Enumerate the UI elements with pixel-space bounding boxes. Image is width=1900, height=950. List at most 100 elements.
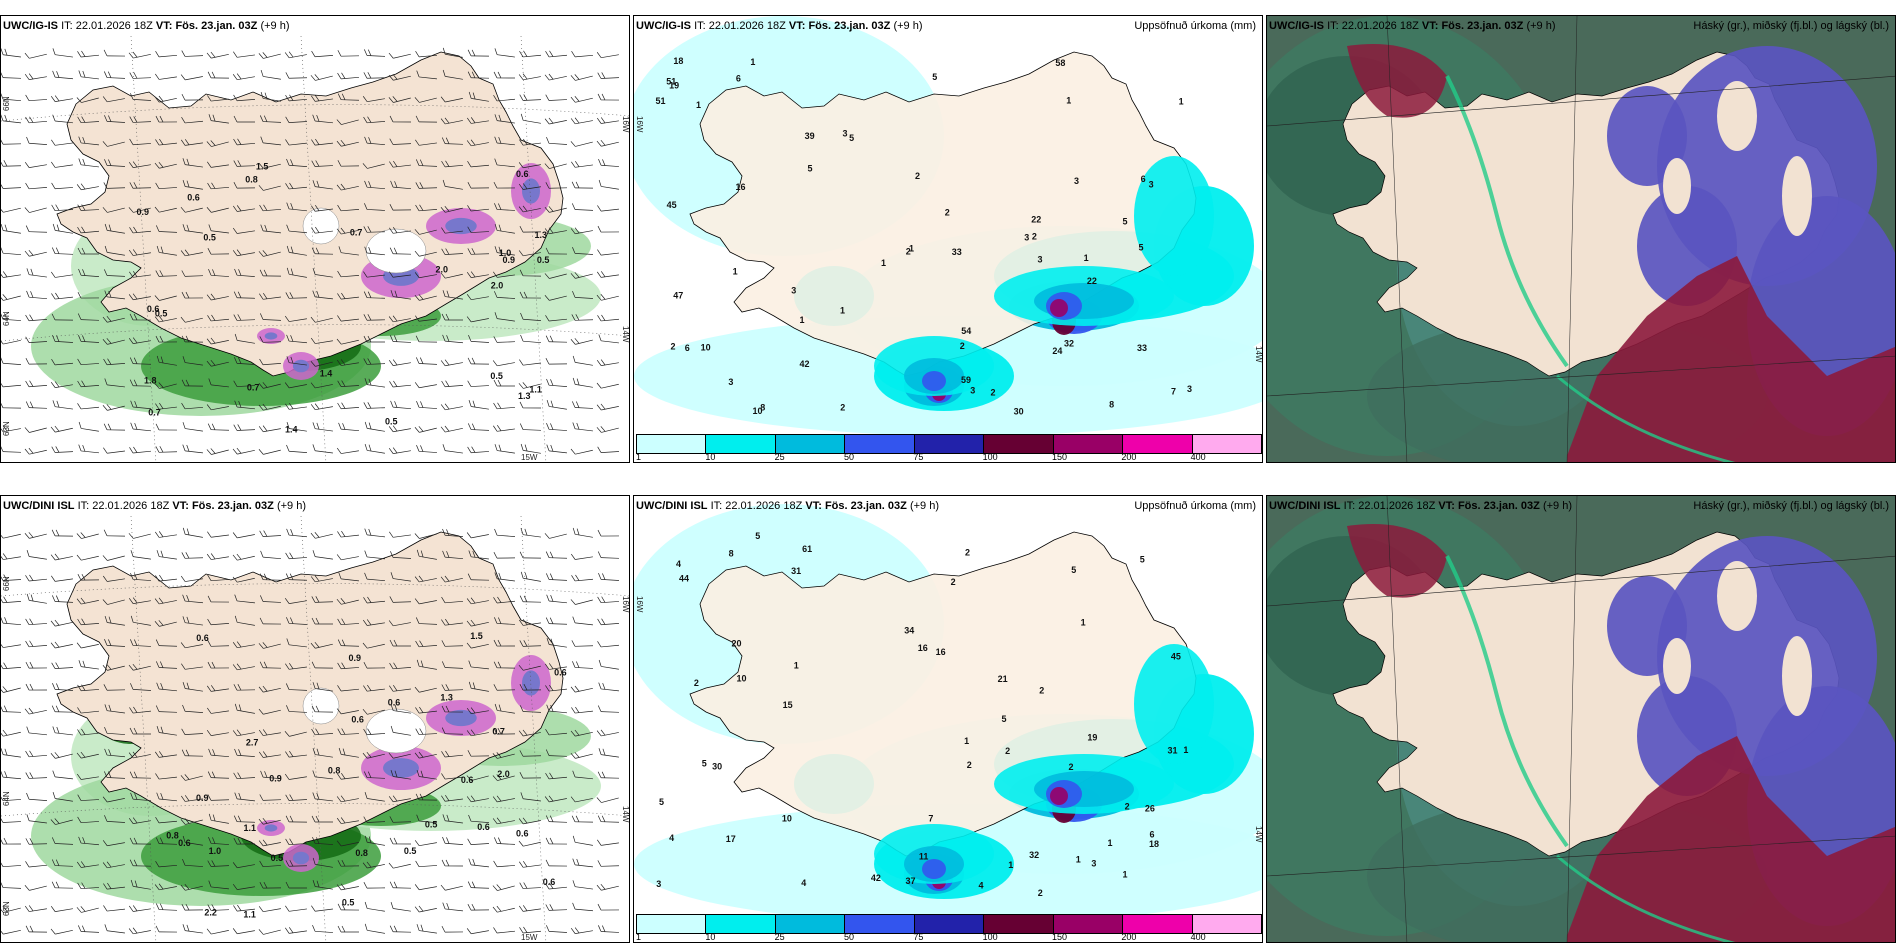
high-cloud	[1567, 736, 1895, 942]
wind-barb	[1, 312, 22, 321]
wind-barb	[598, 748, 619, 758]
wind-barb	[285, 573, 308, 581]
panel-cloud-row1: UWC/IG-IS IT: 22.01.2026 18Z VT: Fös. 23…	[1266, 15, 1896, 463]
wind-barb	[336, 183, 359, 191]
wind-barb	[363, 596, 385, 604]
wind-barb	[518, 382, 541, 389]
wind-barb	[520, 792, 541, 802]
wind-barb	[544, 663, 567, 670]
wind-barb	[1, 246, 22, 256]
wind-barb	[128, 51, 151, 59]
wind-barb	[156, 661, 178, 669]
wind-barb	[130, 93, 152, 101]
wind-barb	[441, 137, 464, 145]
precip-map: 5213121316211241922103310162233585451421…	[634, 16, 1262, 462]
wind-barb	[232, 928, 255, 935]
wind-barb	[233, 314, 256, 321]
wind-barb	[155, 860, 177, 868]
wind-barb	[596, 52, 619, 59]
wind-barb	[389, 271, 411, 278]
wind-barb	[363, 291, 386, 299]
wind-barb	[181, 552, 204, 559]
wind-barb	[260, 69, 281, 80]
wind-barb	[51, 247, 74, 255]
wind-barb	[364, 835, 385, 846]
wind-barb	[546, 422, 568, 431]
wind-barb	[442, 814, 463, 824]
wind-barb	[336, 359, 359, 366]
wind-barb	[442, 902, 463, 912]
wind-barb	[336, 840, 359, 847]
value-label: 6	[1141, 174, 1146, 184]
wind-barb	[467, 750, 490, 757]
value-label: 3	[728, 377, 733, 387]
legend-swatch	[1192, 915, 1261, 933]
wind-barb	[389, 596, 412, 603]
wind-barb	[311, 815, 334, 823]
wind-barb	[494, 617, 516, 625]
wind-barb	[545, 617, 568, 625]
wind-barb	[467, 573, 490, 581]
wind-barb	[181, 50, 204, 57]
value-label: 1	[1122, 870, 1127, 880]
wind-barb	[414, 884, 437, 891]
wind-barb	[52, 114, 73, 124]
wind-barb	[128, 207, 151, 213]
graticule	[1267, 555, 1895, 607]
wind-barb	[388, 359, 411, 366]
wind-barb	[414, 229, 437, 235]
value-label: 1	[800, 315, 805, 325]
wind-barb	[207, 860, 230, 867]
wind-barb	[364, 378, 385, 388]
wind-barb	[518, 729, 541, 737]
wind-barb	[311, 728, 334, 736]
wind-barb	[364, 421, 385, 432]
value-label: 4	[676, 559, 681, 569]
wind-barb	[77, 204, 100, 211]
wind-barb	[492, 795, 515, 803]
value-label: 1	[964, 736, 969, 746]
wind-barb	[390, 180, 412, 190]
wind-barb	[104, 615, 125, 626]
precip-core	[292, 359, 310, 373]
value-label: 22	[1031, 214, 1041, 224]
wind-barb	[546, 925, 568, 933]
legend-tick: 1	[636, 932, 642, 942]
wind-barb	[52, 335, 74, 343]
wind-barb	[468, 660, 489, 670]
wind-barb	[311, 138, 333, 146]
wind-barb	[78, 836, 99, 846]
wind-barb	[182, 858, 204, 867]
wind-barb	[102, 599, 125, 605]
wind-barb	[415, 159, 438, 167]
wind-barb	[78, 268, 100, 277]
wind-barb	[337, 160, 360, 167]
lon-label-right: 14W	[621, 326, 630, 343]
value-label: 0.5	[425, 819, 438, 829]
wind-barb	[441, 859, 464, 867]
wind-barb	[129, 313, 152, 321]
wind-barb	[597, 205, 619, 212]
value-label: 2	[965, 547, 970, 557]
wind-barb	[104, 704, 125, 714]
glacier	[302, 207, 340, 245]
wind-barb	[130, 572, 152, 581]
wind-barb	[155, 925, 178, 933]
wind-barb	[415, 204, 438, 212]
value-label: 2	[967, 760, 972, 770]
wind-barb	[363, 816, 386, 823]
wind-barb	[440, 425, 463, 433]
wind-barb	[182, 444, 203, 454]
value-label: 42	[871, 873, 881, 883]
precip-title: Uppsöfnuð úrkoma (mm)	[1134, 20, 1256, 32]
wind-barb	[51, 446, 74, 453]
wind-barb	[285, 292, 308, 299]
graticule	[1267, 835, 1895, 877]
precip-core	[445, 709, 477, 727]
value-label: 32	[1029, 850, 1039, 860]
wind-barb	[104, 815, 126, 823]
legend-swatch	[914, 435, 985, 453]
wind-barb	[337, 204, 360, 212]
lon-label-right: 14W	[621, 806, 630, 823]
wind-barb	[25, 574, 47, 582]
